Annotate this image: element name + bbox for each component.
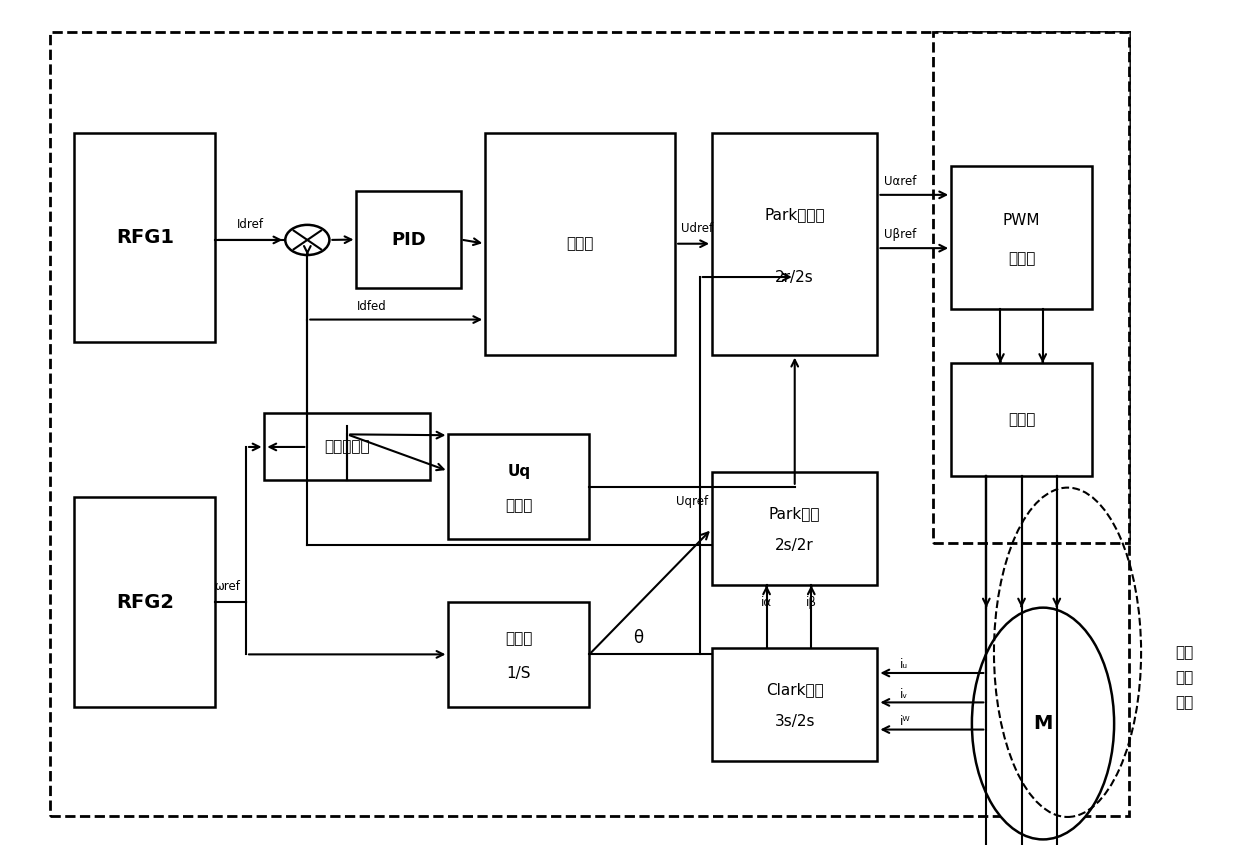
Text: Uq: Uq	[507, 463, 531, 479]
Text: iα: iα	[761, 596, 773, 608]
Text: 生成器: 生成器	[505, 498, 532, 513]
Text: Uβref: Uβref	[884, 228, 916, 241]
Text: 2r/2s: 2r/2s	[775, 269, 815, 285]
Bar	[74, 133, 216, 343]
Text: 单元: 单元	[1174, 695, 1193, 710]
Text: Clark变换: Clark变换	[766, 682, 823, 698]
Bar	[712, 648, 878, 761]
Text: Uαref: Uαref	[884, 175, 916, 188]
Bar	[74, 498, 216, 707]
Text: 2s/2r: 2s/2r	[775, 538, 815, 553]
Text: 1/S: 1/S	[507, 665, 531, 681]
Text: PWM: PWM	[1003, 213, 1040, 227]
Circle shape	[285, 225, 330, 255]
Text: iᵥ: iᵥ	[899, 688, 908, 700]
Text: iβ: iβ	[806, 596, 817, 608]
Bar	[951, 166, 1092, 308]
Bar	[712, 133, 878, 354]
Bar	[264, 413, 430, 481]
Text: ωref: ωref	[215, 580, 239, 593]
Text: Udref: Udref	[681, 222, 713, 235]
Bar	[50, 32, 1128, 815]
Ellipse shape	[972, 607, 1114, 839]
Text: 采样: 采样	[1174, 670, 1193, 685]
Bar	[951, 363, 1092, 476]
Bar	[485, 133, 675, 354]
Bar	[356, 192, 460, 288]
Bar	[712, 472, 878, 585]
Text: 3s/2s: 3s/2s	[775, 714, 815, 729]
Text: θ: θ	[634, 629, 644, 647]
Bar	[932, 32, 1128, 544]
Bar	[449, 602, 589, 707]
Text: iᵤ: iᵤ	[899, 658, 908, 671]
Text: iᵂ: iᵂ	[899, 715, 910, 728]
Text: 限幅器: 限幅器	[567, 236, 594, 251]
Text: 电流: 电流	[1174, 645, 1193, 659]
Text: 方向生成器: 方向生成器	[325, 440, 370, 454]
Text: 调制器: 调制器	[1008, 251, 1035, 267]
Text: M: M	[1033, 714, 1053, 733]
Text: 积分器: 积分器	[505, 631, 532, 646]
Text: Park反变换: Park反变换	[764, 207, 825, 222]
Bar	[449, 435, 589, 539]
Text: Idref: Idref	[237, 218, 264, 232]
Text: Idfed: Idfed	[356, 301, 386, 314]
Text: Uqref: Uqref	[676, 495, 708, 509]
Text: 逆变器: 逆变器	[1008, 412, 1035, 427]
Text: RFG2: RFG2	[115, 592, 174, 612]
Text: PID: PID	[391, 231, 425, 249]
Text: RFG1: RFG1	[115, 228, 174, 247]
Text: Park变换: Park变换	[769, 506, 821, 521]
